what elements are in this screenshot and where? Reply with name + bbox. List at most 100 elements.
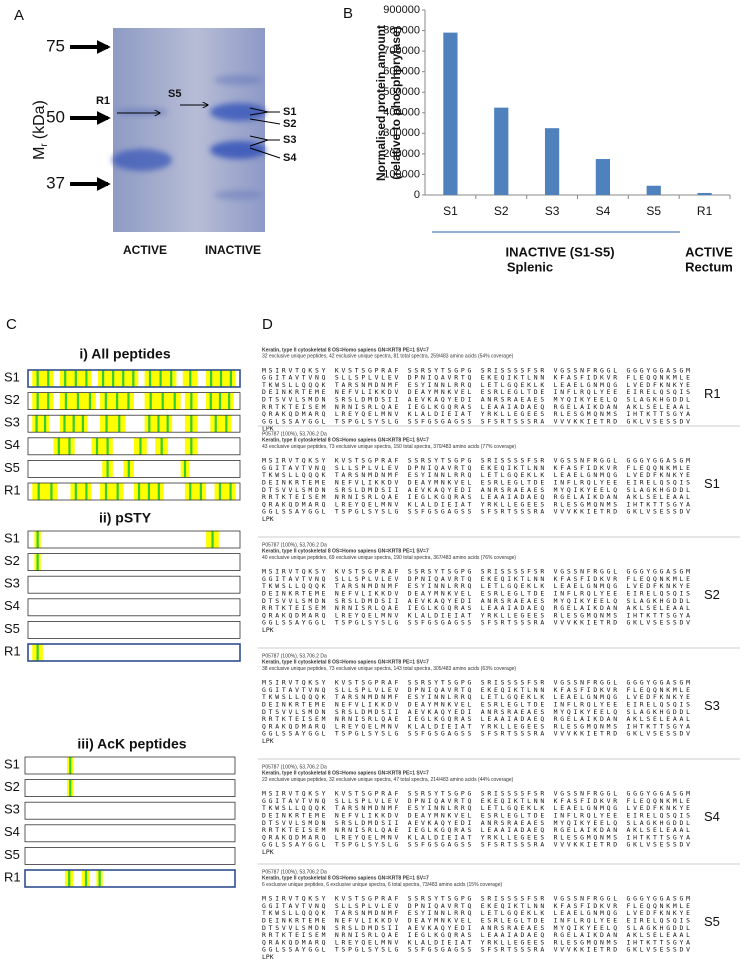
- sequence-row: MSIRVTQKSY KVSTSGPRAF SSRSYTSGPG SRISSSS…: [262, 679, 690, 687]
- panel-letter: B: [343, 5, 353, 22]
- sequence-row: RRTKTEISEM NRNISRLQAE IEGLKGQRAS LEAAIAD…: [262, 715, 690, 723]
- modified-site: [69, 779, 72, 797]
- panel-b: B Normalised protein amount (relative to…: [343, 4, 733, 275]
- modified-site: [81, 415, 84, 433]
- modified-site: [147, 483, 151, 500]
- modified-site: [85, 370, 88, 387]
- panel-letter: A: [14, 7, 24, 24]
- modified-site: [157, 415, 160, 433]
- y-tick-label: 200000: [383, 148, 420, 160]
- modified-site: [101, 370, 105, 387]
- coverage-bar: [27, 437, 241, 456]
- sequence-row: DEINKRTEME NEFVLIKKDV DEAYMNKVEL ESRLEGL…: [262, 590, 690, 598]
- panel-a: A 75 50 37 Mr (kDa) R1 S5 S1 S2 S3 S4 ACT…: [14, 7, 297, 257]
- modified-site: [72, 415, 75, 433]
- panel-letter: C: [6, 316, 17, 333]
- row-label: S3: [4, 802, 20, 817]
- modified-site: [137, 483, 141, 500]
- modified-site: [209, 392, 212, 410]
- sequence-row: LPK: [262, 848, 274, 856]
- modified-site: [106, 460, 109, 478]
- sequence-row: LPK: [262, 953, 274, 961]
- axis-label: Mr (kDa): [31, 100, 49, 160]
- modified-site: [64, 370, 67, 387]
- sequence-row: LPK: [262, 626, 274, 634]
- band-pointers: [249, 107, 281, 159]
- coverage-bar: [24, 847, 236, 865]
- modified-site: [132, 370, 135, 387]
- modified-site: [190, 437, 193, 455]
- modified-site: [68, 870, 71, 887]
- coverage-segment: [32, 483, 58, 500]
- sequence-row: MSIRVTQKSY KVSTSGPRAF SSRSYTSGPG SRISSSS…: [262, 790, 690, 798]
- modified-site: [166, 415, 169, 433]
- x-tick-label: R1: [697, 204, 713, 218]
- block-header: 6 exclusive unique peptides, 6 exclusive…: [262, 882, 502, 888]
- coverage-bar: [27, 392, 241, 411]
- sequence-row: GGITAVTVNQ SLLSPLVLEV DPNIQAVRTQ EKEQIKT…: [262, 464, 690, 472]
- sequence-row: TKWSLLQQQK TARSNMDNMF ESYINNLRRQ LETLGQE…: [262, 909, 690, 917]
- row-label: R1: [4, 869, 21, 884]
- group-sublabel: Rectum: [685, 259, 733, 274]
- coverage-bar: [27, 414, 241, 433]
- modified-site: [104, 392, 107, 410]
- modified-site: [84, 870, 88, 887]
- modified-site: [36, 644, 39, 661]
- block-header: 22 exclusive unique peptides, 32 exclusi…: [262, 777, 514, 783]
- sequence-row: QRAKQDMARQ LREYQELMNV KLALDIEIAT YRKLLEG…: [262, 500, 690, 508]
- coverage-bar: [24, 801, 236, 820]
- block-header: 43 exclusive unique peptides, 73 exclusi…: [262, 444, 516, 450]
- sequence-row: GGLSSAYGGL TSPGLSYSLG SSFGSGAGSS SFSRTSS…: [262, 508, 690, 516]
- modified-site: [173, 392, 176, 410]
- gel-band: [116, 108, 168, 116]
- row-label: S5: [4, 460, 20, 475]
- row-label: S5: [4, 847, 20, 862]
- coverage-bar: [24, 779, 236, 797]
- modified-site: [139, 437, 142, 455]
- sample-label: S1: [704, 476, 720, 491]
- sequence-row: TKWSLLQQQK TARSNMDNMF ESYINNLRRQ LETLGQE…: [262, 582, 690, 590]
- sequence-row: GGITAVTVNQ SLLSPLVLEV DPNIQAVRTQ EKEQIKT…: [262, 902, 690, 910]
- modified-site: [57, 437, 60, 455]
- modified-site: [189, 370, 192, 387]
- sequence-row: RRTKTEISEM NRNISRLQAE IEGLKGQRAS LEAAIAD…: [262, 931, 690, 939]
- y-tick-label: 900000: [383, 4, 420, 16]
- bar: [595, 159, 611, 195]
- axis-label-sub: r: [39, 143, 50, 147]
- sample-label: R1: [704, 386, 721, 401]
- sequence-row: DEINKRTEME NEFVLIKKDV DEAYMNKVEL ESRLEGL…: [262, 917, 690, 925]
- modified-site: [76, 392, 80, 410]
- marker-label: 75: [46, 36, 65, 55]
- section-title: iii) AcK peptides: [77, 736, 186, 752]
- sequence-row: GGITAVTVNQ SLLSPLVLEV DPNIQAVRTQ EKEQIKT…: [262, 797, 690, 805]
- sequence-row: DTSVVLSMDN SRSLDMDSII AEVKAQYEDI ANRSRAE…: [262, 708, 690, 716]
- sample-label: S2: [704, 587, 720, 602]
- x-tick-label: S4: [596, 204, 611, 218]
- modified-site: [69, 757, 72, 774]
- coverage-segment: [32, 370, 54, 387]
- y-tick-label: 400000: [383, 107, 420, 119]
- sequence-row: QRAKQDMARQ LREYQELMNV KLALDIEIAT YRKLLEG…: [262, 833, 690, 841]
- sequence-row: MSIRVTQKSY KVSTSGPRAF SSRSYTSGPG SRISSSS…: [262, 457, 690, 465]
- row-label: S2: [4, 392, 20, 407]
- axis-label-main: M: [31, 147, 48, 160]
- sequence-row: GGITAVTVNQ SLLSPLVLEV DPNIQAVRTQ EKEQIKT…: [262, 686, 690, 694]
- row-label: S1: [4, 369, 20, 384]
- section-title: ii) pSTY: [99, 510, 152, 526]
- modified-site: [63, 415, 66, 433]
- modified-site: [36, 553, 39, 571]
- modified-site: [161, 392, 164, 410]
- modified-site: [190, 415, 193, 433]
- sequence-row: GGLSSAYGGL TSPGLSYSLG SSFGSGAGSS SFSRTSS…: [262, 619, 690, 627]
- sequence-row: MSIRVTQKSY KVSTSGPRAF SSRSYTSGPG SRISSSS…: [262, 366, 690, 374]
- band-label: S2: [283, 118, 296, 130]
- row-label: S5: [4, 621, 20, 636]
- coverage-bar: [27, 621, 241, 639]
- band-label: S1: [283, 106, 296, 118]
- modified-site: [35, 415, 38, 433]
- modified-site: [148, 370, 152, 387]
- sequence-row: LPK: [262, 425, 274, 433]
- modified-site: [149, 392, 152, 410]
- coverage-bar: [27, 369, 241, 388]
